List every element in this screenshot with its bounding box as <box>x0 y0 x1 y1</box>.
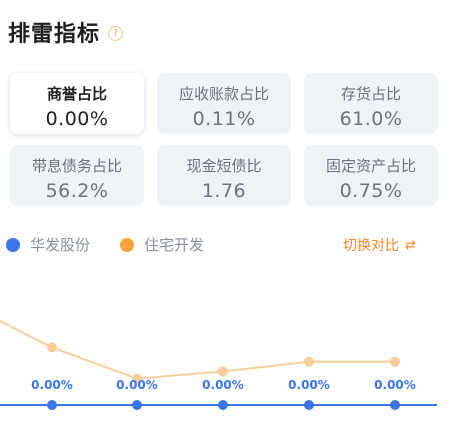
switch-compare-button[interactable]: 切换对比 ⇄ <box>343 235 416 255</box>
question-circle-icon[interactable]: ? <box>108 25 124 41</box>
metric-card-value: 61.0% <box>339 108 403 130</box>
company-data-label: 0.00% <box>202 378 244 392</box>
legend-dot-company <box>6 237 20 252</box>
metric-card-label: 带息债务占比 <box>31 157 122 175</box>
metric-card-value: 1.76 <box>201 180 247 202</box>
industry-data-point <box>390 356 400 367</box>
legend-item-company[interactable]: 华发股份 <box>6 234 90 255</box>
indicator-line-chart: 0.00% 0.00% 0.00% 0.00% 0.00% <box>0 320 437 410</box>
legend-label-company: 华发股份 <box>30 236 91 254</box>
industry-data-point <box>304 356 314 367</box>
industry-data-point <box>218 366 228 377</box>
industry-data-point <box>132 373 142 384</box>
metric-card[interactable]: 固定资产占比 0.75% <box>304 145 438 206</box>
company-data-label: 0.00% <box>31 378 73 392</box>
legend-label-industry: 住宅开发 <box>144 236 205 254</box>
industry-series-line <box>0 320 395 380</box>
metric-card-value: 0.75% <box>339 180 403 202</box>
metric-card[interactable]: 商誉占比 0.00% <box>10 73 144 134</box>
industry-data-point <box>47 342 57 353</box>
chart-legend: 华发股份 住宅开发 <box>6 234 234 255</box>
metric-card[interactable]: 存货占比 61.0% <box>304 73 438 134</box>
metric-card-value: 56.2% <box>45 180 109 202</box>
metric-card[interactable]: 应收账款占比 0.11% <box>157 73 291 134</box>
company-data-label: 0.00% <box>374 378 416 392</box>
company-data-point <box>218 400 228 410</box>
company-data-point <box>390 400 400 410</box>
legend-dot-industry <box>120 237 135 252</box>
metric-card-value: 0.00% <box>45 108 109 130</box>
metric-card-label: 商誉占比 <box>46 85 107 103</box>
legend-item-industry[interactable]: 住宅开发 <box>120 234 204 255</box>
metric-card-label: 固定资产占比 <box>325 157 416 175</box>
metric-card[interactable]: 带息债务占比 56.2% <box>10 145 144 206</box>
company-data-point <box>304 400 314 410</box>
company-data-point <box>47 400 57 410</box>
section-header: 排雷指标 ? <box>8 16 124 48</box>
switch-compare-label: 切换对比 <box>343 238 399 254</box>
swap-icon: ⇄ <box>405 237 416 253</box>
metric-card-label: 应收账款占比 <box>178 85 269 103</box>
company-data-label: 0.00% <box>116 378 158 392</box>
metric-card[interactable]: 现金短债比 1.76 <box>157 145 291 206</box>
section-title: 排雷指标 <box>8 22 101 47</box>
metric-card-label: 现金短债比 <box>186 157 262 175</box>
metric-card-value: 0.11% <box>192 108 256 130</box>
metric-card-label: 存货占比 <box>340 85 401 103</box>
company-data-label: 0.00% <box>288 378 330 392</box>
company-data-point <box>132 400 142 410</box>
